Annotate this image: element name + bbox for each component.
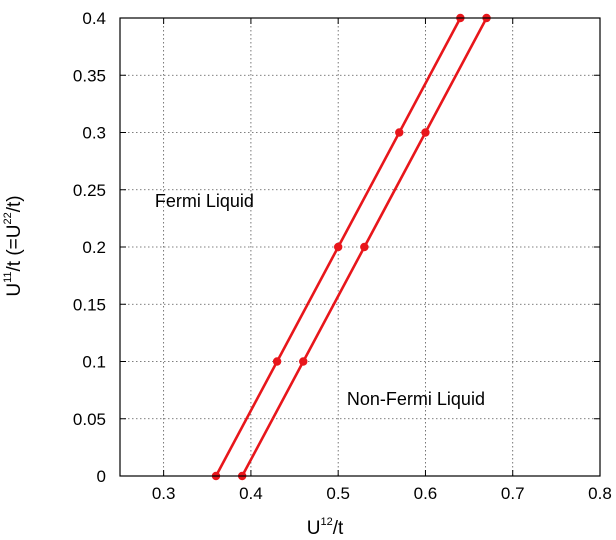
fermi-liquid-label: Fermi Liquid (155, 191, 254, 211)
y-tick-label: 0.35 (73, 66, 106, 85)
grid (120, 18, 600, 476)
x-tick-label: 0.3 (152, 484, 176, 503)
x-tick-label: 0.5 (326, 484, 350, 503)
region-annotations: Fermi Liquid Non-Fermi Liquid (155, 191, 485, 409)
series-point-2 (299, 357, 308, 366)
y-tick-label: 0.1 (82, 353, 106, 372)
y-axis-label: U11/t (=U22/t) (2, 195, 25, 296)
x-tick-label: 0.6 (414, 484, 438, 503)
y-tick-label: 0.05 (73, 410, 106, 429)
y-tick-label: 0.15 (73, 295, 106, 314)
y-tick-label: 0.25 (73, 181, 106, 200)
series-point-1 (333, 242, 343, 252)
y-tick-label: 0.2 (82, 238, 106, 257)
x-tick-label: 0.8 (588, 484, 612, 503)
x-tick-label: 0.7 (501, 484, 525, 503)
data-series (211, 13, 491, 481)
x-tick-label: 0.4 (239, 484, 263, 503)
non-fermi-liquid-label: Non-Fermi Liquid (347, 389, 485, 409)
series-point-2 (360, 242, 369, 252)
series-point-1 (395, 128, 404, 137)
y-tick-label: 0.3 (82, 124, 106, 143)
x-axis-label: U12/t (307, 516, 344, 539)
series-point-2 (421, 128, 430, 137)
series-point-1 (272, 357, 282, 366)
y-tick-label: 0.4 (82, 9, 106, 28)
y-tick-label: 0 (97, 467, 106, 486)
tick-labels: 0.3 0.4 0.5 0.6 0.7 0.8 0 0.05 0.1 0.15 0.2 0.25 0.3… (73, 9, 612, 503)
plot-frame (119, 17, 601, 477)
